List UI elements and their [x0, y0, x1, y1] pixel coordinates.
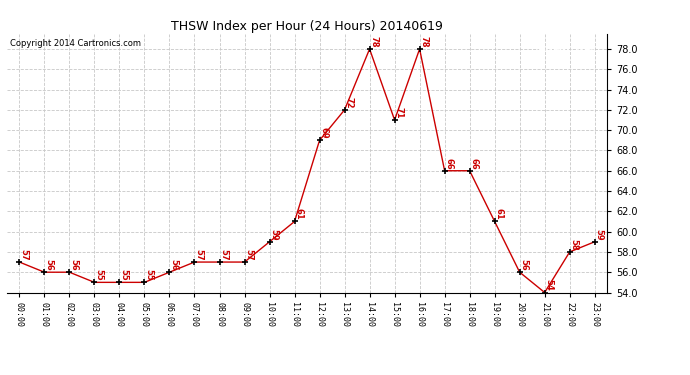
Text: 66: 66 [469, 158, 478, 170]
Text: 71: 71 [394, 107, 403, 118]
Text: 55: 55 [94, 269, 103, 281]
Text: 57: 57 [244, 249, 253, 261]
Text: 56: 56 [44, 259, 53, 271]
Text: 56: 56 [169, 259, 178, 271]
Text: 59: 59 [594, 229, 603, 240]
Title: THSW Index per Hour (24 Hours) 20140619: THSW Index per Hour (24 Hours) 20140619 [171, 20, 443, 33]
Text: 78: 78 [369, 36, 378, 48]
Text: 55: 55 [119, 269, 128, 281]
Text: 59: 59 [269, 229, 278, 240]
Text: 57: 57 [19, 249, 28, 261]
Text: 57: 57 [219, 249, 228, 261]
Text: 66: 66 [444, 158, 453, 170]
Text: 61: 61 [494, 209, 503, 220]
Text: 78: 78 [420, 36, 428, 48]
Text: 58: 58 [569, 239, 578, 250]
Text: 61: 61 [294, 209, 303, 220]
Text: Copyright 2014 Cartronics.com: Copyright 2014 Cartronics.com [10, 39, 141, 48]
Text: 55: 55 [144, 269, 153, 281]
Text: 72: 72 [344, 97, 353, 108]
Text: 54: 54 [544, 279, 553, 291]
Text: 56: 56 [520, 259, 529, 271]
Text: 69: 69 [319, 127, 328, 139]
Text: 57: 57 [194, 249, 203, 261]
Text: 56: 56 [69, 259, 78, 271]
